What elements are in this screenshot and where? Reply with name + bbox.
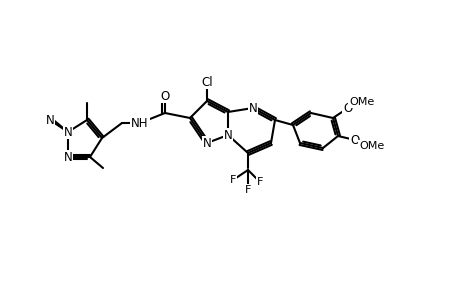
Text: O: O bbox=[342, 101, 352, 115]
Text: Cl: Cl bbox=[201, 76, 213, 88]
Text: O: O bbox=[160, 89, 169, 103]
Text: F: F bbox=[244, 185, 251, 195]
Text: F: F bbox=[230, 175, 235, 185]
Text: O: O bbox=[350, 134, 359, 146]
Text: N: N bbox=[202, 136, 211, 149]
Text: N: N bbox=[223, 128, 232, 142]
Text: N: N bbox=[63, 151, 72, 164]
Text: N: N bbox=[45, 113, 54, 127]
Text: N: N bbox=[63, 125, 72, 139]
Text: NH: NH bbox=[131, 116, 148, 130]
Text: OMe: OMe bbox=[349, 97, 374, 107]
Text: N: N bbox=[248, 101, 257, 115]
Text: OMe: OMe bbox=[358, 141, 384, 151]
Text: F: F bbox=[256, 177, 263, 187]
